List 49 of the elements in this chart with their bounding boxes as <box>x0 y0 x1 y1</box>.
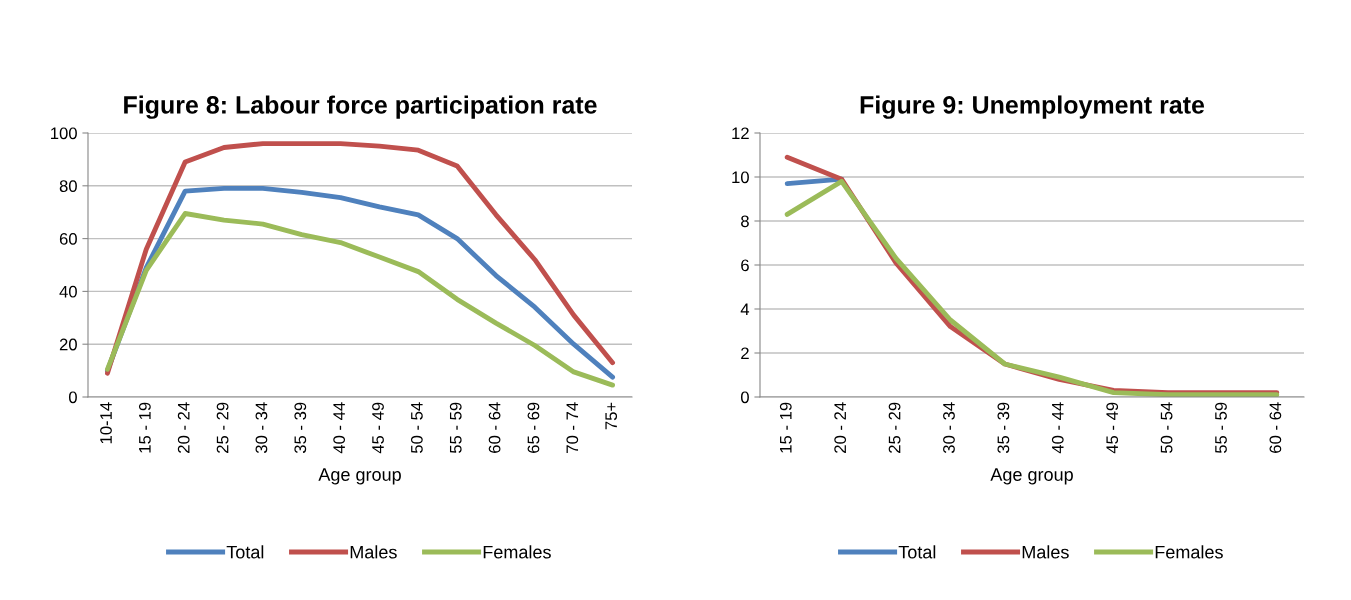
line-series <box>105 211 615 388</box>
chart-title: Figure 8: Labour force participation rate <box>124 95 597 119</box>
x-tick-label: 25 - 29 <box>888 402 901 453</box>
y-tick-label: 80 <box>59 180 77 192</box>
legend-label: Females <box>1155 545 1223 559</box>
legend-label: Females <box>483 545 551 559</box>
y-tick-label: 4 <box>740 303 750 316</box>
legend-label: Males <box>1022 545 1069 559</box>
x-tick-label: 35 - 39 <box>997 402 1010 454</box>
y-tick-label: 10 <box>732 171 749 184</box>
legend-label: Total <box>898 545 936 559</box>
legend-label: Males <box>350 545 397 559</box>
y-tick-label: 20 <box>59 338 77 351</box>
x-tick-label: 30 - 34 <box>943 402 955 454</box>
y-tick-label: 40 <box>59 285 77 298</box>
x-tick-label: 60 - 64 <box>488 402 501 453</box>
x-tick-label: 55 - 59 <box>449 402 462 454</box>
x-tick-label: 25 - 29 <box>216 402 229 453</box>
x-tick-label: 20 - 24 <box>177 402 190 453</box>
y-tick-label: 8 <box>741 215 749 228</box>
y-tick-label: 2 <box>741 347 749 360</box>
x-tick-label: 65 - 69 <box>527 402 540 453</box>
x-tick-label: 35 - 39 <box>294 402 307 454</box>
x-tick-label: 45 - 49 <box>372 402 384 454</box>
y-tick-label: 60 <box>59 233 77 245</box>
x-axis-title: Age group <box>318 468 401 485</box>
x-tick-label: 50 - 54 <box>1160 402 1173 454</box>
x-axis-title: Age group <box>990 468 1073 485</box>
y-tick-label: 100 <box>51 127 77 140</box>
x-tick-label: 15 - 19 <box>138 402 151 453</box>
y-tick-label: 12 <box>732 127 749 140</box>
x-tick-label: 75+ <box>605 402 618 430</box>
y-tick-label: 6 <box>741 259 749 272</box>
x-tick-label: 15 - 19 <box>779 402 792 453</box>
x-tick-label: 40 - 44 <box>1051 402 1064 454</box>
x-tick-label: 30 - 34 <box>255 402 268 454</box>
x-tick-label: 70 - 74 <box>566 402 579 453</box>
y-tick-label: 0 <box>740 391 749 404</box>
line-series <box>105 141 615 376</box>
x-tick-label: 20 - 24 <box>834 402 847 453</box>
x-tick-label: 50 - 54 <box>410 402 423 454</box>
legend-label: Total <box>226 545 264 559</box>
chart-title: Figure 9: Unemployment rate <box>860 95 1205 119</box>
y-tick-label: 0 <box>68 391 77 404</box>
x-tick-label: 45 - 49 <box>1106 402 1119 454</box>
x-tick-label: 10-14 <box>100 402 112 444</box>
x-tick-label: 60 - 64 <box>1269 402 1282 453</box>
x-tick-label: 40 - 44 <box>333 402 346 454</box>
x-tick-label: 55 - 59 <box>1215 402 1227 454</box>
